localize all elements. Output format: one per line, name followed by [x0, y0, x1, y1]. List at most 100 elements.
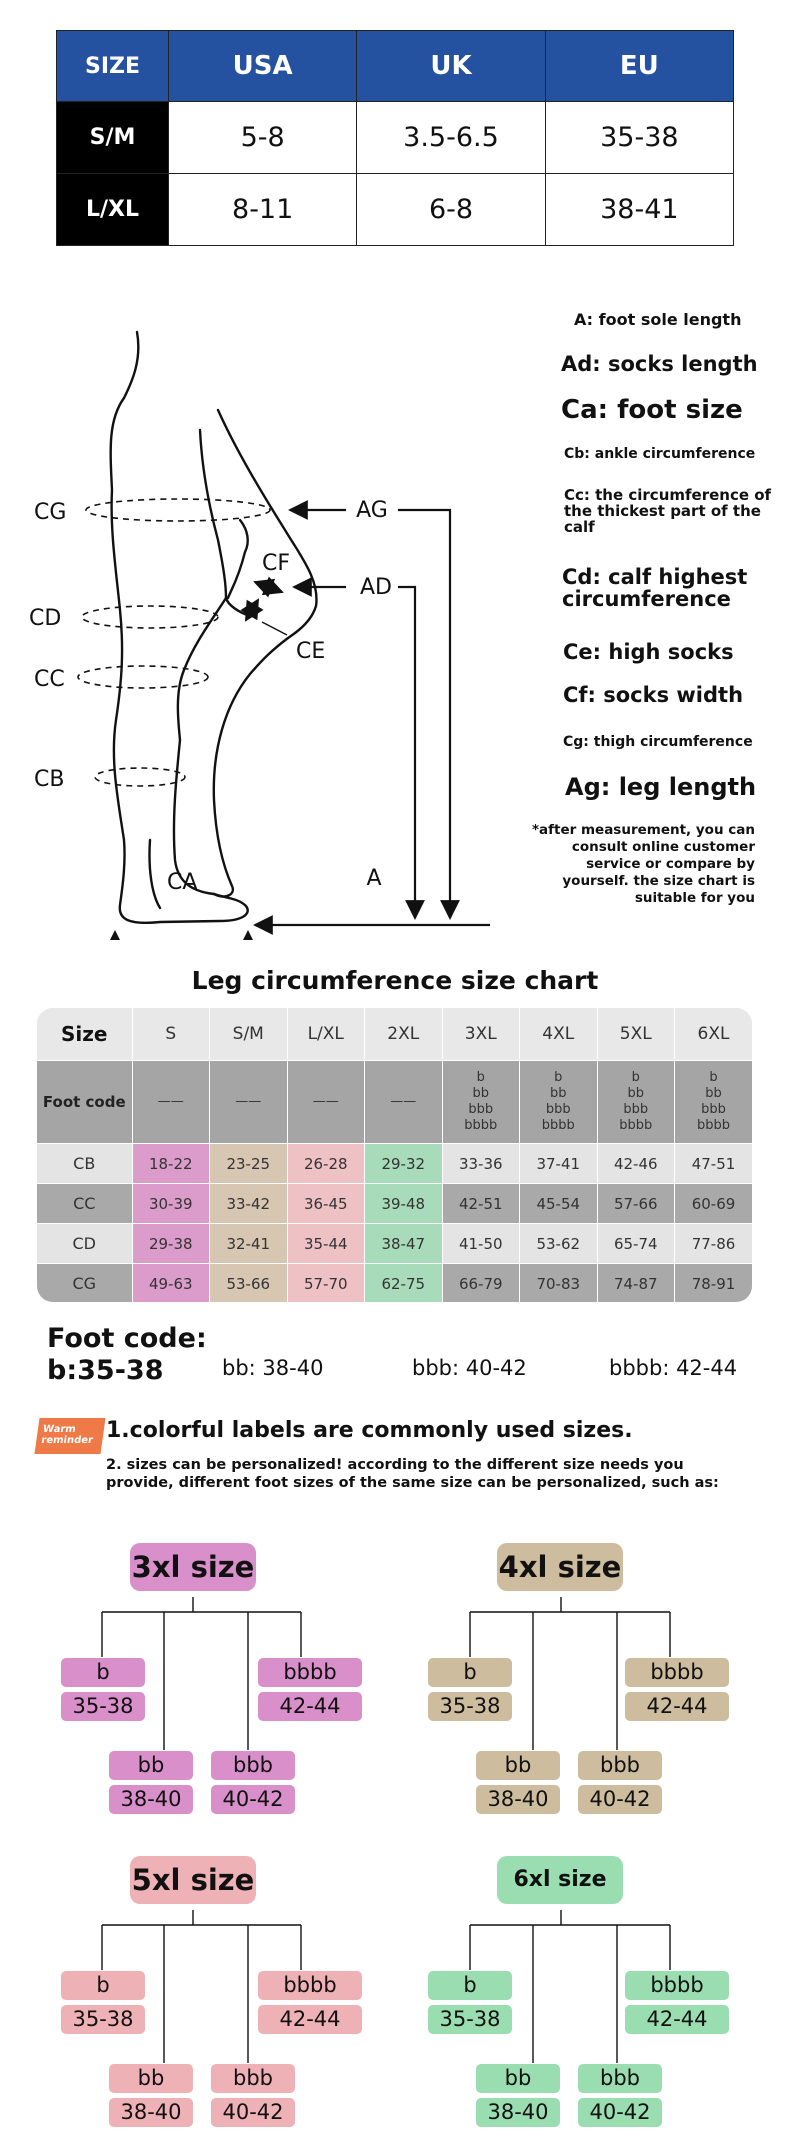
value-cell: 33-42 — [209, 1183, 288, 1224]
value-cell: 41-50 — [442, 1223, 520, 1264]
measure-row-cg: CG 49-63 53-66 57-70 62-75 66-79 70-83 7… — [37, 1263, 752, 1302]
value-cell: 49-63 — [132, 1263, 210, 1302]
value-cell: 37-41 — [519, 1143, 598, 1184]
eu-header: EU — [544, 30, 735, 102]
foot-code-heading: Foot code: — [47, 1323, 207, 1354]
legend-cf: Cf: socks width — [563, 683, 744, 707]
header-cell: 3XL — [442, 1008, 520, 1061]
tree-4xl-range-bb: 38-40 — [476, 1785, 560, 1814]
value-cell: 65-74 — [597, 1223, 675, 1264]
diagram-labels: CG CD CC CB CA CF CE AG AD A — [29, 498, 392, 895]
foot-code-row: Foot code —— —— —— —— b bb bbb bbbb b bb bbb b… — [37, 1060, 752, 1144]
value-cell: 18-22 — [132, 1143, 210, 1184]
value-cell: 26-28 — [287, 1143, 365, 1184]
tree-3xl-range-b: 35-38 — [61, 1692, 145, 1721]
row-label: CG — [37, 1263, 133, 1302]
tree-6xl-range-b: 35-38 — [428, 2005, 512, 2034]
leg-circumference-table: Size S S/M L/XL 2XL 3XL 4XL 5XL 6XL Foot… — [37, 1008, 752, 1302]
cc-ellipse — [77, 665, 209, 689]
measurement-arrows — [105, 500, 490, 940]
tree-3xl-range-bb: 38-40 — [109, 1785, 193, 1814]
eu-cell: 35-38 — [544, 101, 735, 174]
label-cb: CB — [34, 767, 64, 792]
label-cg: CG — [34, 500, 66, 525]
tree-5xl-range-bbbb: 42-44 — [258, 2005, 362, 2034]
value-cell: 29-32 — [364, 1143, 443, 1184]
tree-4xl-code-bb: bb — [476, 1751, 560, 1780]
value-cell: 32-41 — [209, 1223, 288, 1264]
tree-5xl-range-bb: 38-40 — [109, 2098, 193, 2127]
header-cell: S/M — [209, 1008, 288, 1061]
legend-note: *after measurement, you can consult onli… — [531, 822, 755, 906]
label-cd: CD — [29, 606, 61, 631]
value-cell: 70-83 — [519, 1263, 598, 1302]
tree-3xl-code-bb: bb — [109, 1751, 193, 1780]
value-cell: 47-51 — [674, 1143, 752, 1184]
foot-code-cell: —— — [287, 1060, 365, 1144]
value-cell: 57-70 — [287, 1263, 365, 1302]
size-row-lxl: L/XL 8-11 6-8 38-41 — [56, 173, 735, 246]
value-cell: 42-46 — [597, 1143, 675, 1184]
label-cf: CF — [262, 551, 290, 576]
leg-chart-title: Leg circumference size chart — [191, 966, 599, 995]
tree-3xl-title: 3xl size — [130, 1543, 256, 1591]
value-cell: 42-51 — [442, 1183, 520, 1224]
legend-cc: Cc: the circumference of the thickest pa… — [564, 486, 772, 536]
tree-6xl-title: 6xl size — [497, 1856, 623, 1904]
eu-cell: 38-41 — [544, 173, 735, 246]
leg-outline — [109, 330, 318, 924]
tree-5xl-range-bbb: 40-42 — [211, 2098, 295, 2127]
cg-ellipse — [85, 498, 271, 522]
tree-4xl-code-b: b — [428, 1658, 512, 1687]
uk-cell: 6-8 — [356, 173, 546, 246]
foot-code-label: Foot code — [37, 1060, 133, 1144]
tree-3xl-code-bbbb: bbbb — [258, 1658, 362, 1687]
value-cell: 30-39 — [132, 1183, 210, 1224]
tree-4xl-title: 4xl size — [497, 1543, 623, 1591]
tree-3xl-range-bbb: 40-42 — [211, 1785, 295, 1814]
size-row-sm: S/M 5-8 3.5-6.5 35-38 — [56, 101, 735, 174]
value-cell: 39-48 — [364, 1183, 443, 1224]
header-cell: Size — [37, 1008, 133, 1061]
foot-code-bbbb: bbbb: 42-44 — [609, 1356, 738, 1380]
label-ad: AD — [360, 575, 392, 600]
value-cell: 66-79 — [442, 1263, 520, 1302]
measure-row-cc: CC 30-39 33-42 36-45 39-48 42-51 45-54 5… — [37, 1183, 752, 1224]
value-cell: 35-44 — [287, 1223, 365, 1264]
value-cell: 77-86 — [674, 1223, 752, 1264]
size-header: SIZE — [56, 30, 169, 102]
foot-code-cell: b bb bbb bbbb — [597, 1060, 675, 1144]
tree-4xl-code-bbbb: bbbb — [625, 1658, 729, 1687]
tree-5xl-range-b: 35-38 — [61, 2005, 145, 2034]
tree-5xl-code-b: b — [61, 1971, 145, 2000]
leg-chart-header: Size S S/M L/XL 2XL 3XL 4XL 5XL 6XL — [37, 1008, 752, 1061]
label-ce: CE — [296, 639, 325, 664]
value-cell: 29-38 — [132, 1223, 210, 1264]
tree-6xl-code-b: b — [428, 1971, 512, 2000]
measure-row-cb: CB 18-22 23-25 26-28 29-32 33-36 37-41 4… — [37, 1143, 752, 1184]
foot-code-bbb: bbb: 40-42 — [412, 1356, 527, 1380]
foot-code-cell: b bb bbb bbbb — [442, 1060, 520, 1144]
usa-cell: 5-8 — [167, 101, 358, 174]
value-cell: 33-36 — [442, 1143, 520, 1184]
tree-6xl-code-bb: bb — [476, 2064, 560, 2093]
row-label: CB — [37, 1143, 133, 1184]
label-ag: AG — [356, 498, 388, 523]
size-label: L/XL — [56, 173, 169, 246]
legend-a: A: foot sole length — [574, 310, 742, 329]
tree-4xl-range-bbb: 40-42 — [578, 1785, 662, 1814]
foot-code-bb: bb: 38-40 — [222, 1356, 324, 1380]
value-cell: 36-45 — [287, 1183, 365, 1224]
label-ca: CA — [167, 870, 197, 895]
tree-4xl-range-bbbb: 42-44 — [625, 1692, 729, 1721]
leg-measurement-diagram: CG CD CC CB CA CF CE AG AD A — [29, 330, 490, 940]
tree-4xl-range-b: 35-38 — [428, 1692, 512, 1721]
value-cell: 60-69 — [674, 1183, 752, 1224]
size-table-header: SIZE USA UK EU — [56, 30, 735, 102]
foot-code-cell: b bb bbb bbbb — [519, 1060, 598, 1144]
value-cell: 62-75 — [364, 1263, 443, 1302]
cd-ellipse — [81, 605, 219, 629]
size-label: S/M — [56, 101, 169, 174]
foot-code-b: b:35-38 — [47, 1355, 164, 1387]
